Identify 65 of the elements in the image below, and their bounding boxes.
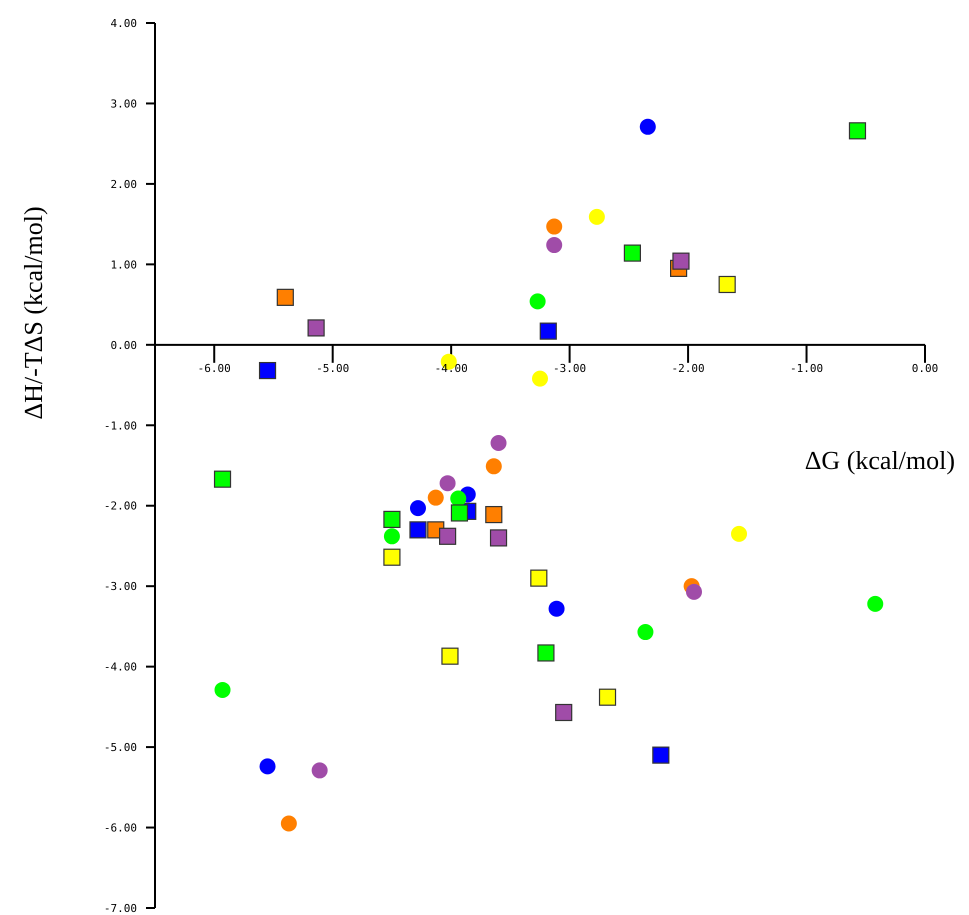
- point: [383, 548, 401, 566]
- point: [555, 704, 572, 722]
- point: [652, 746, 670, 764]
- x-tick-label: -6.00: [198, 362, 231, 375]
- point: [383, 510, 401, 528]
- y-tick-label: -4.00: [104, 660, 137, 674]
- point: [637, 624, 654, 640]
- point: [537, 644, 555, 662]
- y-tick-label: 2.00: [110, 178, 137, 191]
- x-tick-label: -2.00: [672, 362, 705, 375]
- point: [672, 252, 690, 270]
- point: [312, 762, 328, 778]
- point: [718, 276, 736, 294]
- point: [428, 490, 444, 506]
- point: [280, 816, 297, 832]
- point: [276, 288, 294, 306]
- point: [439, 528, 456, 545]
- point: [530, 570, 548, 587]
- point: [548, 600, 565, 617]
- point: [384, 528, 400, 544]
- point: [308, 319, 325, 337]
- point: [260, 758, 276, 774]
- point: [848, 122, 866, 140]
- point: [546, 237, 562, 254]
- point: [486, 458, 502, 474]
- y-tick-label: -6.00: [104, 822, 137, 835]
- x-tick-label: -4.00: [434, 362, 468, 375]
- x-tick-label: -5.00: [316, 362, 350, 375]
- point: [598, 688, 616, 706]
- point: [490, 434, 507, 451]
- point: [450, 504, 468, 522]
- point: [485, 506, 502, 524]
- point: [731, 526, 748, 542]
- point: [686, 584, 702, 600]
- y-tick-label: 4.00: [110, 17, 137, 30]
- y-tick-label: 0.00: [110, 338, 137, 352]
- point: [530, 293, 546, 310]
- point: [441, 648, 459, 665]
- point: [409, 521, 427, 538]
- y-axis-title: ΔH/-TΔS (kcal/mol): [19, 206, 48, 420]
- point: [867, 596, 884, 612]
- point: [624, 244, 641, 262]
- y-tick-label: 3.00: [110, 97, 137, 110]
- x-tick-label: -1.00: [790, 362, 824, 375]
- point: [450, 490, 466, 506]
- point: [258, 362, 276, 380]
- point: [540, 322, 557, 340]
- x-tick-label: 0.00: [912, 362, 938, 375]
- point: [546, 218, 562, 235]
- point: [640, 118, 656, 135]
- y-tick-label: -7.00: [104, 902, 137, 915]
- y-tick-label: 1.00: [110, 258, 137, 272]
- point: [440, 475, 456, 492]
- point: [410, 500, 426, 516]
- point: [214, 682, 231, 698]
- point: [588, 208, 605, 225]
- y-tick-label: -5.00: [104, 741, 137, 754]
- x-tick-label: -3.00: [553, 362, 586, 375]
- point: [532, 370, 548, 387]
- y-tick-label: -2.00: [104, 500, 137, 513]
- point: [214, 470, 232, 488]
- point: [490, 529, 508, 547]
- x-axis-title: ΔG (kcal/mol): [804, 446, 955, 475]
- y-tick-label: -1.00: [104, 419, 137, 432]
- y-tick-label: -3.00: [104, 580, 137, 594]
